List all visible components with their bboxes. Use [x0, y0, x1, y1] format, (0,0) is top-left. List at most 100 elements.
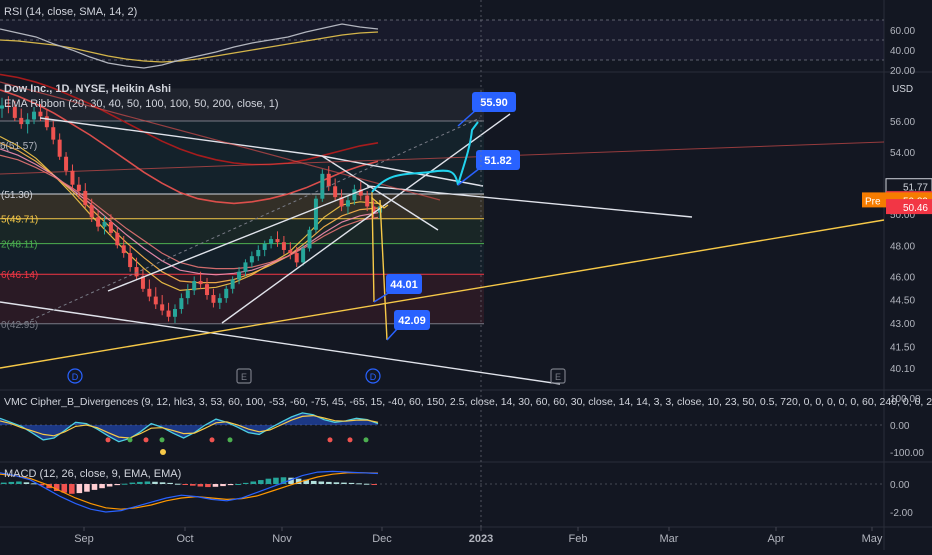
- macd-tick-label: -2.00: [890, 508, 913, 519]
- macd-histogram-bar: [220, 484, 226, 487]
- time-tick-label: Oct: [176, 533, 193, 545]
- candle-body: [217, 298, 222, 303]
- macd-histogram-bar: [288, 477, 294, 484]
- macd-histogram-bar: [356, 483, 362, 485]
- candle-body: [70, 170, 75, 185]
- candle-body: [320, 173, 325, 199]
- projection-callout-text: 51.82: [484, 155, 512, 167]
- ema-ribbon-line: [0, 154, 379, 270]
- candle-body: [179, 298, 184, 310]
- symbol-title[interactable]: Dow Inc., 1D, NYSE, Heikin Ashi: [4, 83, 172, 95]
- candle-body: [0, 105, 4, 109]
- price-tick-label: 43.00: [890, 319, 915, 330]
- macd-histogram-bar: [23, 482, 30, 484]
- dashed-trendline: [19, 117, 481, 326]
- price-label-prefix: Pre: [865, 196, 881, 207]
- candle-body: [38, 111, 43, 117]
- macd-histogram-bar: [76, 484, 83, 494]
- macd-histogram-bar: [303, 479, 309, 484]
- vmc-signal-dot: [160, 449, 166, 455]
- time-tick-label: Sep: [74, 533, 94, 545]
- vmc-signal-dot: [327, 437, 333, 443]
- macd-histogram-bar: [152, 481, 158, 484]
- candle-body: [76, 184, 81, 191]
- projection-callout: [386, 274, 422, 294]
- macd-histogram-bar: [310, 480, 317, 484]
- time-tick-label: 2023: [469, 533, 493, 545]
- projection-up-path: [371, 121, 479, 193]
- candle-body: [172, 309, 177, 317]
- candle-body: [89, 204, 94, 218]
- candle-body: [44, 116, 49, 128]
- projection-down-2: [379, 199, 388, 341]
- macd-histogram-bar: [182, 484, 188, 485]
- price-tick-label: 40.10: [890, 364, 915, 375]
- callout-pointer: [373, 291, 391, 303]
- candle-body: [140, 276, 145, 289]
- candle-body: [358, 189, 363, 196]
- projection-zig: [371, 192, 389, 209]
- macd-histogram-bar: [91, 484, 98, 490]
- time-tick-label: Apr: [767, 533, 784, 545]
- macd-histogram-bar: [280, 477, 287, 484]
- macd-histogram-bar: [265, 478, 272, 484]
- currency-label: USD: [892, 84, 914, 95]
- macd-histogram-bar: [341, 482, 347, 484]
- price-label-bg: [886, 199, 932, 215]
- red-long-curve: [0, 81, 441, 201]
- candle-body: [288, 249, 293, 254]
- time-tick-label: Mar: [660, 533, 679, 545]
- fib-level-label: 6(46.14): [1, 270, 38, 281]
- macd-histogram-bar: [326, 481, 332, 484]
- candle-body: [153, 296, 158, 305]
- price-tick-label: 50.00: [890, 210, 915, 221]
- macd-histogram-bar: [242, 482, 249, 484]
- macd-histogram-bar: [318, 481, 325, 484]
- price-label-text: 51.77: [903, 183, 928, 194]
- fib-zone: [0, 121, 484, 195]
- macd-histogram-bar: [174, 483, 181, 485]
- macd-histogram-bar: [167, 482, 173, 484]
- fib-zone: [0, 88, 484, 121]
- time-tick-label: Feb: [569, 533, 588, 545]
- macd-title: MACD (12, 26, close, 9, EMA, EMA): [4, 468, 182, 480]
- red-long-line: [0, 141, 885, 175]
- macd-histogram-bar: [227, 484, 234, 486]
- candle-body: [192, 281, 197, 291]
- candle-body: [326, 173, 331, 187]
- rsi-title: RSI (14, close, SMA, 14, 2): [4, 6, 138, 18]
- vmc-title: VMC Cipher_B_Divergences (9, 12, hlc3, 3…: [4, 396, 932, 408]
- price-tick-label: 41.50: [890, 342, 915, 353]
- candle-body: [147, 288, 152, 297]
- macd-histogram-bar: [348, 482, 355, 484]
- macd-signal-line: [0, 472, 379, 510]
- callout-pointer: [457, 167, 481, 186]
- rsi-band: [0, 20, 884, 60]
- candle-body: [205, 284, 210, 296]
- macd-histogram-bar: [363, 483, 370, 485]
- trendline: [0, 301, 561, 385]
- event-marker-dividend: [67, 368, 83, 384]
- fib-zone: [0, 194, 484, 219]
- macd-histogram-bar: [121, 483, 128, 485]
- macd-histogram-bar: [114, 484, 120, 486]
- macd-histogram-bar: [84, 484, 90, 492]
- ema-ribbon-line: [0, 89, 379, 205]
- candle-body: [301, 248, 306, 263]
- macd-histogram-bar: [129, 482, 136, 484]
- trendline: [107, 186, 371, 292]
- candle-body: [307, 229, 312, 249]
- macd-histogram-bar: [273, 477, 279, 484]
- candle-body: [262, 243, 267, 250]
- vmc-signal-dot: [143, 437, 149, 443]
- trendline: [221, 113, 511, 324]
- macd-histogram-bar: [333, 482, 340, 484]
- macd-histogram-bar: [212, 484, 219, 487]
- candle-body: [243, 262, 248, 272]
- macd-histogram-bar: [258, 480, 264, 484]
- event-marker-dividend: [365, 368, 381, 384]
- candle-body: [185, 290, 190, 299]
- fib-level-label: 5(49.71): [1, 215, 38, 226]
